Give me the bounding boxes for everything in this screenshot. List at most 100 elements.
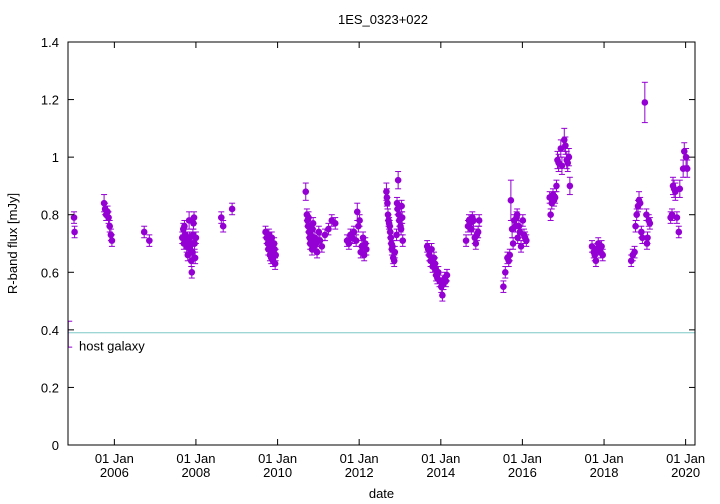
data-point [272, 248, 279, 262]
point-marker [391, 248, 399, 256]
point-marker [462, 237, 470, 244]
point-marker [680, 148, 688, 155]
point-marker [331, 220, 339, 227]
point-marker [676, 185, 684, 193]
data-point [506, 248, 514, 262]
point-marker [217, 214, 225, 221]
data-point [633, 208, 640, 221]
x-tick-label-day: 01 Jan [503, 451, 542, 466]
data-point [315, 225, 323, 239]
data-point [475, 214, 483, 227]
point-marker [501, 268, 509, 276]
x-tick-label-year: 2020 [671, 465, 700, 480]
point-marker [507, 197, 515, 204]
point-marker [509, 240, 517, 247]
point-marker [302, 188, 310, 195]
point-marker [632, 222, 639, 230]
point-marker [668, 211, 676, 219]
point-marker [553, 182, 560, 190]
point-marker [350, 228, 358, 236]
chart-title: 1ES_0323+022 [338, 12, 428, 27]
data-point [309, 217, 317, 230]
point-marker [468, 225, 475, 233]
data-point [522, 234, 530, 247]
x-tick-label-year: 2014 [426, 465, 455, 480]
data-point [228, 202, 236, 216]
data-point [553, 179, 560, 193]
point-marker [474, 228, 482, 236]
point-marker [219, 222, 227, 230]
point-marker [394, 176, 402, 184]
x-tick-label-year: 2016 [508, 465, 537, 480]
point-marker [390, 257, 398, 265]
data-point [470, 214, 477, 227]
data-point [632, 219, 639, 233]
point-marker [636, 199, 644, 207]
point-marker [70, 214, 78, 221]
point-marker [106, 222, 113, 230]
point-marker [428, 245, 435, 253]
point-marker [599, 251, 607, 259]
data-point [644, 231, 651, 244]
point-marker [639, 234, 646, 242]
point-marker [641, 99, 649, 106]
data-point [191, 251, 199, 265]
point-marker [506, 251, 514, 259]
point-marker [271, 260, 279, 267]
data-point [353, 202, 361, 221]
data-point [683, 159, 691, 178]
data-point [636, 196, 644, 210]
point-marker [633, 211, 640, 219]
data-point [399, 234, 407, 247]
data-point [181, 219, 188, 233]
point-marker [443, 271, 451, 279]
data-point [599, 248, 607, 262]
x-tick-label-day: 01 Jan [666, 451, 705, 466]
point-marker [472, 240, 480, 247]
data-point [565, 148, 573, 167]
point-marker [673, 214, 681, 221]
point-marker [517, 243, 525, 250]
point-marker [272, 251, 279, 259]
y-tick-label: 1.2 [41, 93, 59, 108]
data-point [217, 211, 225, 224]
x-tick-label-year: 2018 [590, 465, 619, 480]
point-marker [309, 220, 317, 227]
point-marker [345, 240, 353, 247]
x-tick-label-day: 01 Jan [421, 451, 460, 466]
point-marker [321, 231, 329, 239]
data-point [675, 225, 683, 239]
x-tick-label-day: 01 Jan [176, 451, 215, 466]
point-marker [318, 243, 326, 250]
y-tick-label: 1 [52, 150, 59, 165]
data-point [394, 171, 402, 190]
point-marker [305, 214, 312, 221]
data-point [668, 208, 676, 221]
point-marker [140, 228, 148, 236]
point-marker [105, 214, 112, 221]
data-point [443, 268, 451, 282]
data-point [363, 243, 370, 256]
y-axis-label: R-band flux [mJy] [5, 193, 20, 294]
x-tick-label-year: 2010 [263, 465, 292, 480]
y-tick-label: 0 [52, 438, 59, 453]
point-marker [592, 257, 600, 265]
data-point [558, 156, 566, 175]
data-point [192, 231, 200, 244]
data-point [676, 179, 684, 198]
x-tick-label-day: 01 Jan [340, 451, 379, 466]
data-point [188, 266, 196, 279]
point-marker [71, 228, 78, 236]
point-marker [315, 228, 323, 236]
data-point [140, 225, 148, 239]
point-marker [598, 243, 605, 250]
point-marker [682, 153, 690, 161]
data-point [641, 81, 649, 124]
data-point [566, 176, 574, 196]
point-marker [566, 182, 574, 190]
point-marker [384, 199, 391, 207]
point-marker [188, 268, 196, 276]
y-tick-label: 1.4 [41, 35, 59, 50]
point-marker [313, 248, 321, 256]
